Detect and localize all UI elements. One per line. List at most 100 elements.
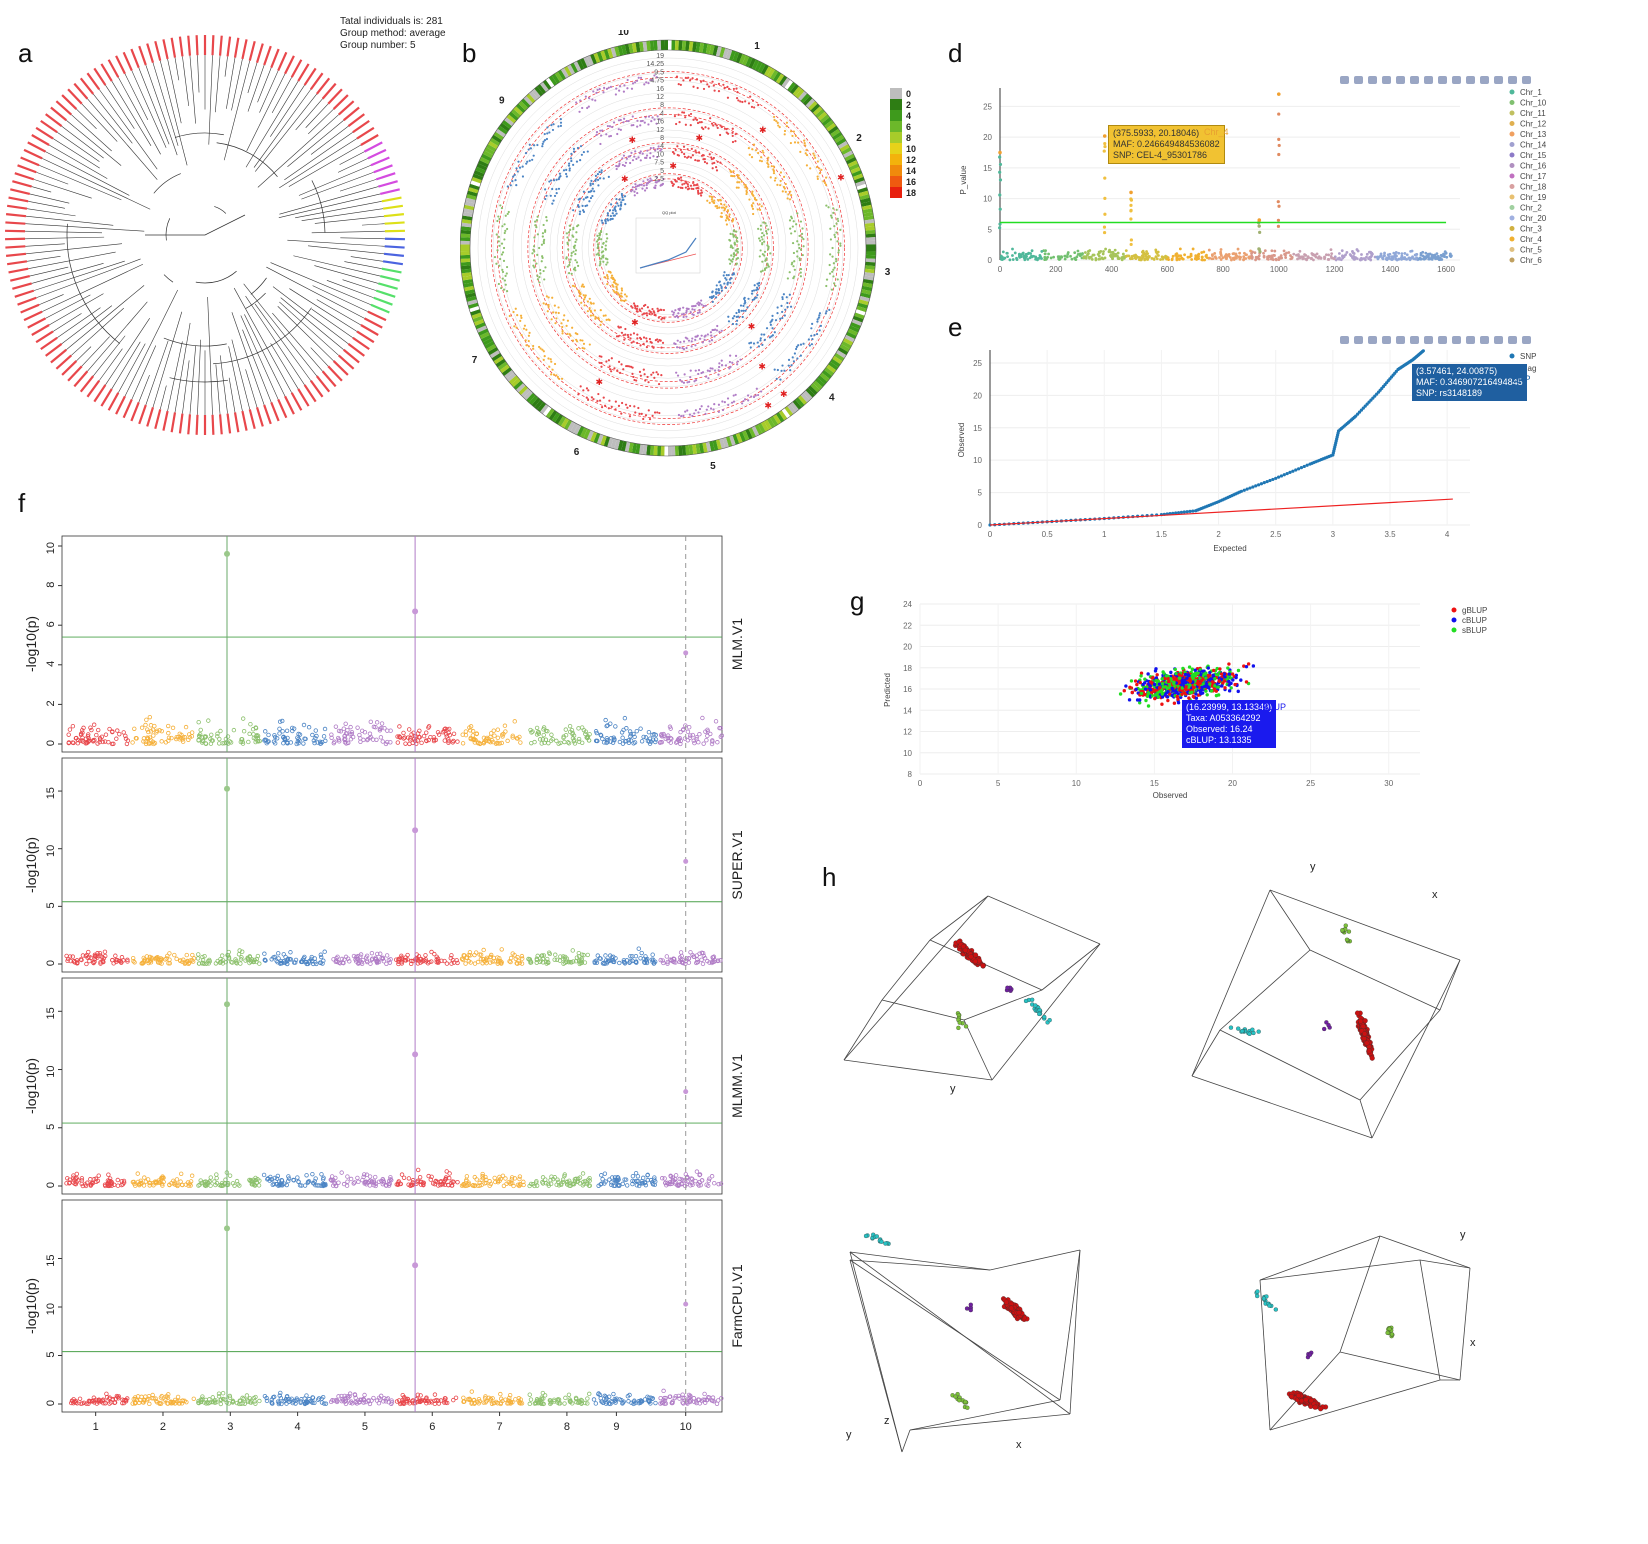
legend-value: 0 [906, 89, 911, 99]
snp-point [177, 737, 182, 742]
snp-point [717, 369, 720, 372]
snp-point [145, 1177, 151, 1182]
signal-point [224, 550, 230, 557]
snp-point [735, 315, 738, 318]
snp-point [230, 960, 235, 965]
snp-point [386, 957, 392, 963]
snp-point [696, 183, 699, 186]
snp-point [384, 953, 390, 958]
snp-point [653, 737, 659, 742]
snp-point [793, 268, 796, 271]
leaf-label-mark [61, 360, 78, 376]
snp-point [684, 336, 687, 339]
snp-point [719, 284, 722, 287]
snp-point [645, 340, 648, 343]
snp-point [100, 739, 106, 745]
snp-point [598, 399, 602, 402]
snp-point [582, 294, 585, 297]
snp-point [606, 273, 609, 277]
legend-label: Chr_6 [1520, 256, 1542, 265]
snp-point [691, 313, 694, 316]
leaf-label-mark [263, 45, 272, 66]
snp-point [582, 285, 586, 288]
snp-point [617, 119, 621, 122]
branch [105, 318, 150, 386]
snp-point [605, 87, 609, 91]
snp-point [238, 957, 244, 962]
snp-point [642, 336, 646, 339]
snp-point [721, 408, 725, 412]
snp-point [622, 334, 625, 337]
snp-point [542, 242, 545, 245]
snp-point [656, 147, 659, 151]
snp-point [797, 344, 800, 347]
snp-point [835, 231, 838, 234]
snp-point [595, 240, 599, 243]
legend-label: Chr_3 [1520, 225, 1542, 234]
snp-point [230, 1181, 236, 1186]
snp-point [1219, 258, 1223, 261]
toolbar-icon [1340, 336, 1349, 344]
snp-point [782, 175, 786, 178]
snp-point [702, 79, 705, 82]
snp-point [727, 315, 730, 318]
snp-point [771, 327, 774, 330]
snp-point [600, 134, 603, 137]
snp-point [1159, 258, 1162, 261]
snp-point [1238, 251, 1242, 255]
snp-point [101, 959, 106, 965]
snp-point [652, 310, 655, 313]
snp-point [592, 302, 595, 305]
snp-point [543, 132, 546, 136]
density-segment [560, 417, 569, 429]
density-segment [460, 258, 471, 263]
snp-point [442, 958, 447, 964]
leaf-label-mark [154, 41, 162, 61]
snp-point [741, 100, 744, 104]
density-segment [671, 40, 676, 51]
snp-point [710, 959, 715, 965]
snp-point [501, 1183, 507, 1189]
snp-point [740, 309, 743, 312]
snp-point [559, 124, 563, 128]
leaf-label-mark [187, 35, 192, 56]
snp-point [640, 183, 643, 186]
snp-point [1155, 257, 1159, 261]
subplot-frame [61, 535, 723, 753]
snp-point [1442, 252, 1445, 256]
snp-point [500, 286, 503, 290]
snp-point [570, 731, 575, 737]
snp-point [94, 1179, 99, 1184]
snp-point [694, 344, 697, 347]
snp-point [624, 327, 627, 331]
snp-point [646, 729, 652, 735]
snp-point [170, 725, 176, 731]
snp-point [796, 255, 799, 258]
snp-point [618, 198, 621, 201]
snp-point [775, 377, 778, 380]
snp-point [696, 302, 699, 305]
legend-swatch [890, 176, 902, 187]
density-segment [742, 430, 750, 441]
snp-point [555, 317, 558, 320]
snp-point [733, 315, 736, 318]
snp-point [599, 129, 602, 132]
density-segment [865, 254, 876, 259]
snp-point [665, 736, 671, 741]
density-segment [603, 436, 611, 447]
snp-point [621, 163, 625, 167]
snp-point [262, 951, 267, 956]
snp-point [428, 1177, 433, 1182]
branch [314, 265, 379, 284]
snp-point [767, 163, 770, 166]
snp-point [762, 221, 765, 224]
snp-point [125, 959, 130, 964]
snp-point [718, 365, 721, 369]
snp-point [1022, 254, 1026, 258]
snp-point [1444, 251, 1448, 255]
snp-point [723, 271, 726, 274]
snp-point [572, 741, 578, 746]
snp-point [631, 306, 634, 309]
snp-point [339, 1170, 344, 1175]
snp-point [705, 729, 711, 734]
